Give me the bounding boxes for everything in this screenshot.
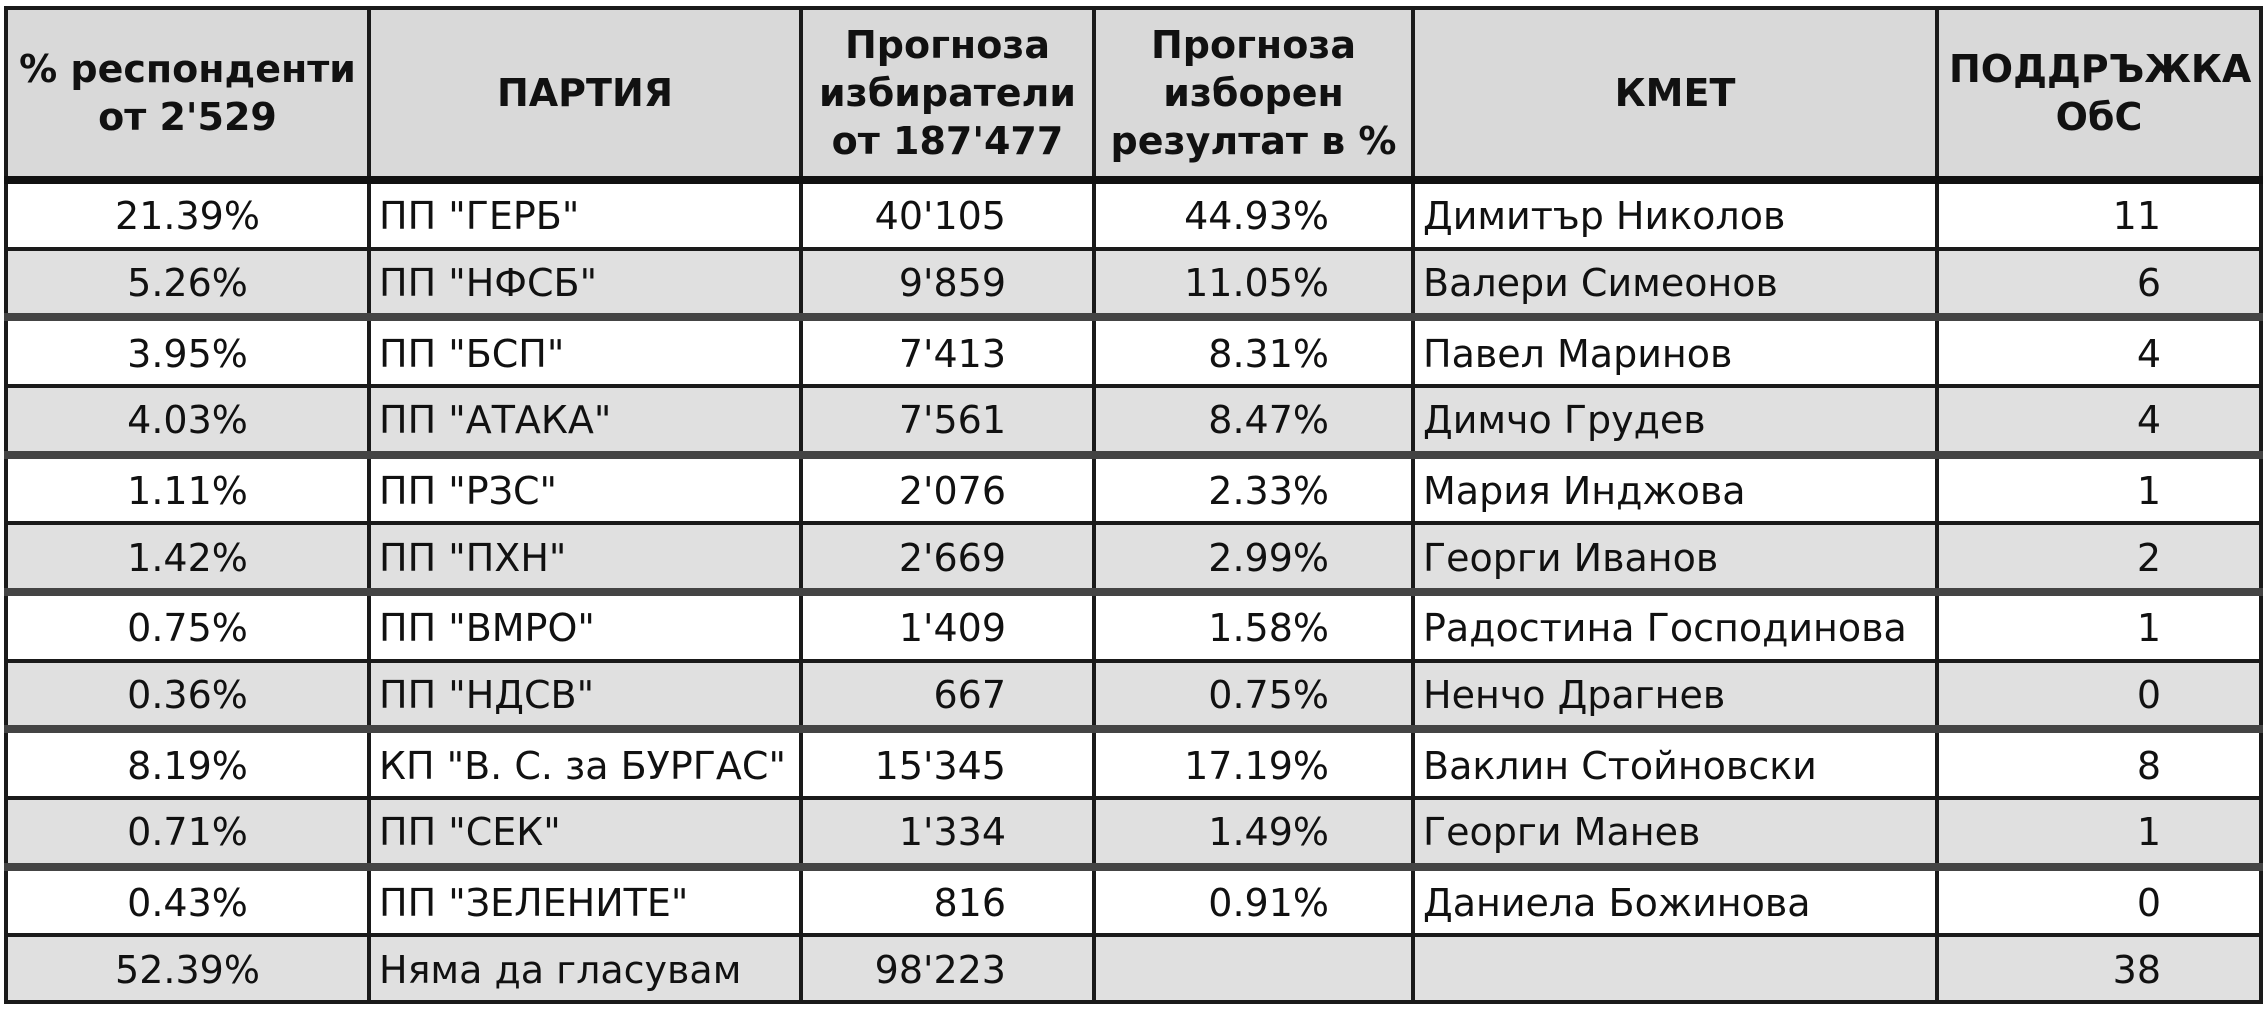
support-cell: 0 [1935,658,2263,732]
header-support: ПОДДРЪЖКА ОбС [1935,6,2263,182]
mayor-cell: Ваклин Стойновски [1411,725,1939,800]
mayor-cell: Даниела Божинова [1411,862,1939,938]
mayor-cell: Димчо Грудев [1411,383,1939,457]
result-cell: 17.19% [1092,725,1415,800]
voters-cell: 2'669 [799,521,1096,594]
voters-cell: 1'334 [799,795,1096,869]
mayor-cell: Ненчо Драгнев [1411,658,1939,732]
table-row: 1.11% ПП "РЗС" 2'076 2.33% Мария Инджова… [4,450,2263,526]
respondents-cell: 0.75% [4,587,371,663]
table-row: 4.03% ПП "АТАКА" 7'561 8.47% Димчо Груде… [4,383,2263,457]
respondents-cell: 0.71% [4,795,371,869]
table-body: 21.39% ПП "ГЕРБ" 40'105 44.93% Димитър Н… [4,178,2263,1004]
support-cell: 0 [1935,862,2263,938]
party-cell: ПП "ПХН" [367,521,803,594]
respondents-cell: 5.26% [4,246,371,320]
respondents-cell: 1.42% [4,521,371,594]
voters-cell: 7'413 [799,313,1096,388]
respondents-cell: 4.03% [4,383,371,457]
respondents-cell: 52.39% [4,933,371,1004]
respondents-cell: 0.43% [4,862,371,938]
support-cell: 8 [1935,725,2263,800]
support-cell: 4 [1935,383,2263,457]
support-cell: 1 [1935,587,2263,663]
respondents-cell: 1.11% [4,450,371,526]
header-party: ПАРТИЯ [367,6,803,182]
voters-cell: 40'105 [799,178,1096,251]
result-cell: 44.93% [1092,178,1415,251]
mayor-cell: Георги Иванов [1411,521,1939,594]
result-cell: 1.49% [1092,795,1415,869]
party-cell: КП "В. С. за БУРГАС" [367,725,803,800]
party-cell: ПП "НДСВ" [367,658,803,732]
header-row: % респонденти от 2'529 ПАРТИЯ Прогноза и… [4,6,2263,182]
header-voters: Прогноза избиратели от 187'477 [799,6,1096,182]
voters-cell: 7'561 [799,383,1096,457]
mayor-cell: Радостина Господинова [1411,587,1939,663]
table-header: % респонденти от 2'529 ПАРТИЯ Прогноза и… [4,6,2263,182]
table-row: 8.19% КП "В. С. за БУРГАС" 15'345 17.19%… [4,725,2263,800]
support-cell: 1 [1935,450,2263,526]
party-cell: ПП "АТАКА" [367,383,803,457]
mayor-cell: Георги Манев [1411,795,1939,869]
table-row: 1.42% ПП "ПХН" 2'669 2.99% Георги Иванов… [4,521,2263,594]
table-row: 3.95% ПП "БСП" 7'413 8.31% Павел Маринов… [4,313,2263,388]
result-cell: 2.33% [1092,450,1415,526]
mayor-cell: Димитър Николов [1411,178,1939,251]
result-cell: 0.75% [1092,658,1415,732]
header-respondents: % респонденти от 2'529 [4,6,371,182]
respondents-cell: 3.95% [4,313,371,388]
mayor-cell [1411,933,1939,1004]
support-cell: 1 [1935,795,2263,869]
mayor-cell: Павел Маринов [1411,313,1939,388]
table-row: 5.26% ПП "НФСБ" 9'859 11.05% Валери Симе… [4,246,2263,320]
voters-cell: 15'345 [799,725,1096,800]
party-cell: ПП "ВМРО" [367,587,803,663]
voters-cell: 667 [799,658,1096,732]
support-cell: 38 [1935,933,2263,1004]
result-cell: 2.99% [1092,521,1415,594]
support-cell: 11 [1935,178,2263,251]
table-row: 0.43% ПП "ЗЕЛЕНИТЕ" 816 0.91% Даниела Бо… [4,862,2263,938]
table-row: 0.71% ПП "СЕК" 1'334 1.49% Георги Манев … [4,795,2263,869]
result-cell: 8.31% [1092,313,1415,388]
party-cell: ПП "БСП" [367,313,803,388]
total-row: 52.39% Няма да гласувам 98'223 38 [4,933,2263,1004]
mayor-cell: Мария Инджова [1411,450,1939,526]
party-cell: ПП "СЕК" [367,795,803,869]
result-cell [1092,933,1415,1004]
result-cell: 11.05% [1092,246,1415,320]
mayor-cell: Валери Симеонов [1411,246,1939,320]
voters-cell: 2'076 [799,450,1096,526]
result-cell: 0.91% [1092,862,1415,938]
party-cell: ПП "РЗС" [367,450,803,526]
support-cell: 4 [1935,313,2263,388]
respondents-cell: 21.39% [4,178,371,251]
result-cell: 1.58% [1092,587,1415,663]
result-cell: 8.47% [1092,383,1415,457]
voters-cell: 1'409 [799,587,1096,663]
voters-cell: 9'859 [799,246,1096,320]
party-cell: ПП "ГЕРБ" [367,178,803,251]
header-result: Прогноза изборен резултат в % [1092,6,1415,182]
support-cell: 2 [1935,521,2263,594]
party-cell: ПП "НФСБ" [367,246,803,320]
respondents-cell: 8.19% [4,725,371,800]
election-forecast-table: % респонденти от 2'529 ПАРТИЯ Прогноза и… [4,6,2263,1004]
support-cell: 6 [1935,246,2263,320]
voters-cell: 98'223 [799,933,1096,1004]
party-cell: ПП "ЗЕЛЕНИТЕ" [367,862,803,938]
voters-cell: 816 [799,862,1096,938]
table-row: 21.39% ПП "ГЕРБ" 40'105 44.93% Димитър Н… [4,178,2263,251]
table-row: 0.36% ПП "НДСВ" 667 0.75% Ненчо Драгнев … [4,658,2263,732]
respondents-cell: 0.36% [4,658,371,732]
party-cell: Няма да гласувам [367,933,803,1004]
header-mayor: КМЕТ [1411,6,1939,182]
table-row: 0.75% ПП "ВМРО" 1'409 1.58% Радостина Го… [4,587,2263,663]
